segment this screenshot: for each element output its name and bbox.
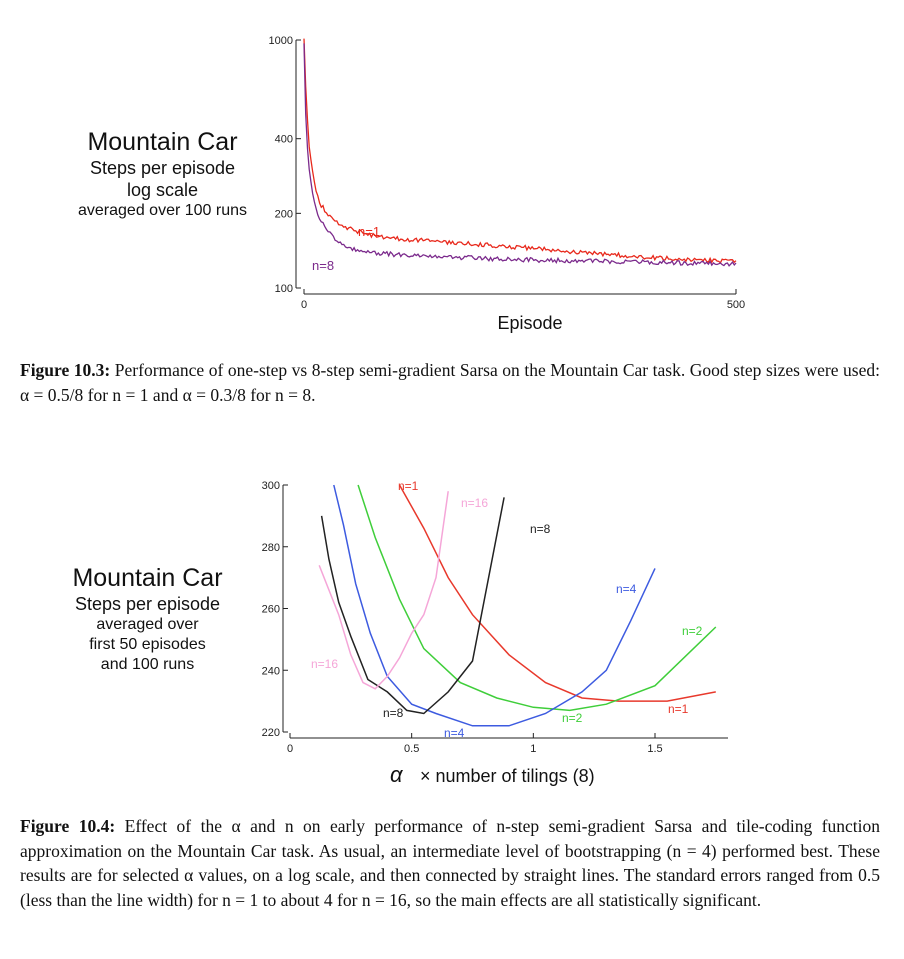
fig1-label-line3: averaged over 100 runs: [78, 202, 247, 219]
x-tick-label-0: 0: [287, 743, 293, 755]
fig2-series-lines: [318, 484, 717, 727]
fig2-caption-text: Effect of the α and n on early performan…: [20, 816, 880, 910]
fig2-chart: 220 240 260 280 300 0 0.5 1 1.5 α × number of tili…: [262, 479, 728, 787]
fig2-series-labels: n=1 n=1 n=2 n=2 n=4 n=4 n=8 n=8 n=16 n=16: [311, 479, 703, 740]
fig1-series-labels: n=1 n=8: [312, 224, 380, 273]
y-tick-label-220: 220: [262, 727, 280, 739]
fig2-caption: Figure 10.4: Effect of the α and n on ea…: [20, 814, 880, 912]
series-line-n-8: [320, 497, 505, 715]
series-line-n-1: [398, 484, 716, 702]
fig1-label-line1: Steps per episode: [89, 158, 236, 178]
series-label-n-16: n=16: [461, 496, 488, 510]
figure-10-4: Mountain Car Steps per episode averaged …: [0, 470, 904, 800]
fig2-axes: 220 240 260 280 300 0 0.5 1 1.5 α × number of tili…: [262, 480, 728, 787]
series-label-n-4: n=4: [616, 582, 637, 596]
y-tick-label-400: 400: [275, 134, 293, 146]
y-tick-label-200: 200: [275, 208, 293, 220]
fig1-caption-text: Performance of one-step vs 8-step semi-g…: [20, 360, 880, 405]
y-tick-label-240: 240: [262, 665, 280, 677]
x-tick-label-0-5: 0.5: [404, 743, 419, 755]
series-label-n-2: n=2: [682, 624, 703, 638]
fig1-label-line2: log scale: [126, 180, 199, 200]
y-tick-label-100: 100: [275, 283, 293, 295]
series-line-n-16: [318, 491, 449, 690]
fig2-label-line3: first 50 episodes: [89, 636, 206, 653]
fig1-title: Mountain Car: [87, 128, 238, 156]
fig1-caption-label: Figure 10.3:: [20, 360, 111, 380]
series-label-n-1: n=1: [398, 479, 419, 493]
x-tick-label-0: 0: [301, 299, 307, 311]
x-tick-label-1-5: 1.5: [647, 743, 662, 755]
y-tick-label-260: 260: [262, 604, 280, 616]
y-tick-label-280: 280: [262, 542, 280, 554]
series-label-n-8: n=8: [383, 706, 404, 720]
x-axis-label-symbol: α: [390, 762, 404, 787]
series-label-n-8: n=8: [312, 258, 334, 273]
series-line-n-1: [303, 38, 737, 264]
fig1-chart: 100 200 400 1000 0 500 Episode n=1 n=8: [269, 35, 746, 333]
fig2-label-line1: Steps per episode: [74, 594, 221, 614]
fig1-side-label: Mountain Car Steps per episode log scale…: [70, 127, 255, 221]
figure-10-3: Mountain Car Steps per episode log scale…: [0, 0, 904, 340]
x-tick-label-1: 1: [530, 743, 536, 755]
series-label-n-4: n=4: [444, 726, 465, 740]
series-line-n-8: [303, 43, 737, 267]
series-label-n-16: n=16: [311, 657, 338, 671]
fig2-side-label: Mountain Car Steps per episode averaged …: [45, 563, 250, 675]
x-axis-label: Episode: [497, 313, 562, 333]
series-line-n-2: [357, 484, 717, 712]
series-label-n-1: n=1: [668, 702, 689, 716]
fig1-caption: Figure 10.3: Performance of one-step vs …: [20, 358, 880, 407]
fig2-caption-label: Figure 10.4:: [20, 816, 116, 836]
x-axis-label: × number of tilings (8): [420, 766, 595, 786]
fig1-axes: 100 200 400 1000 0 500 Episode: [269, 35, 746, 333]
fig2-label-line2: averaged over: [96, 616, 199, 633]
series-label-n-1: n=1: [358, 224, 380, 239]
y-tick-label-300: 300: [262, 480, 280, 492]
series-label-n-8: n=8: [530, 522, 551, 536]
series-label-n-2: n=2: [562, 711, 583, 725]
fig2-title: Mountain Car: [72, 564, 223, 592]
x-tick-label-500: 500: [727, 299, 745, 311]
series-line-n-4: [333, 484, 656, 727]
fig2-label-line4: and 100 runs: [100, 656, 195, 673]
fig1-series-lines: [303, 38, 737, 267]
y-tick-label-1000: 1000: [269, 35, 293, 47]
